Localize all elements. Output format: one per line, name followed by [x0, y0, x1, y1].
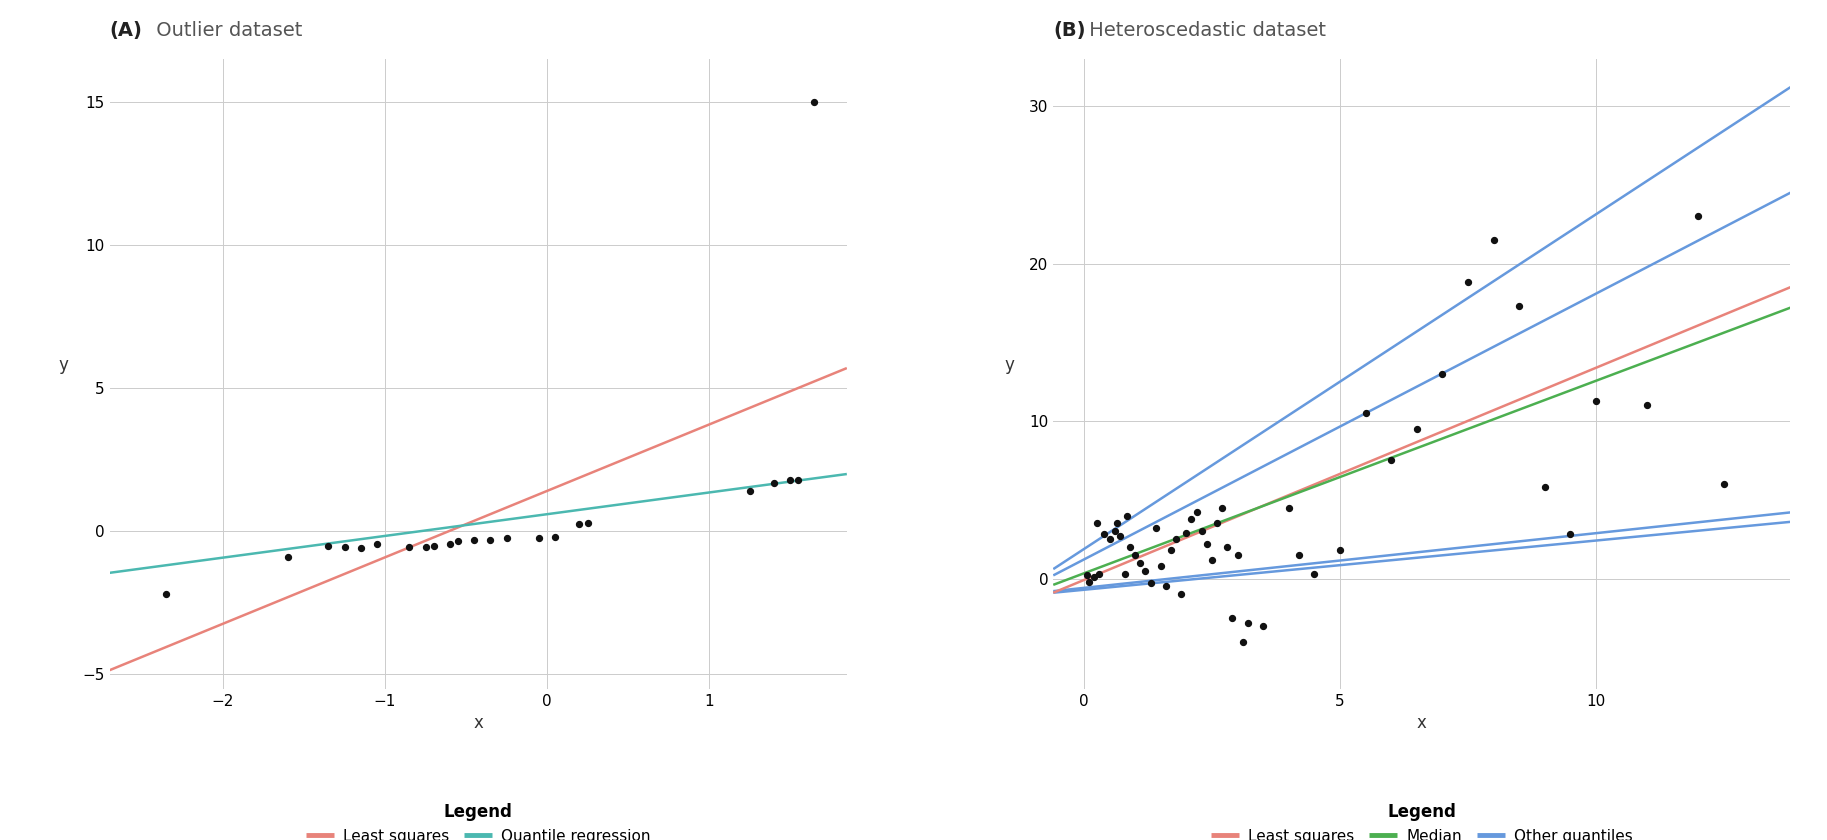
Point	[1125, 556, 1155, 570]
Point	[565, 517, 594, 531]
Y-axis label: y: y	[1005, 356, 1014, 374]
Point	[1131, 564, 1160, 577]
Point	[1213, 540, 1242, 554]
Point	[1557, 528, 1586, 541]
Point	[1151, 580, 1180, 593]
Point	[444, 534, 473, 548]
Point	[1582, 394, 1611, 407]
Point	[1325, 543, 1354, 557]
Point	[1350, 407, 1379, 420]
Point	[734, 485, 764, 498]
Point	[1074, 575, 1104, 588]
Point	[1156, 543, 1186, 557]
Legend: Least squares, Quantile regression: Least squares, Quantile regression	[300, 797, 656, 840]
X-axis label: x: x	[473, 714, 482, 732]
Point	[1094, 533, 1124, 546]
Point	[1116, 540, 1146, 554]
Point	[491, 532, 521, 545]
Point	[524, 532, 554, 545]
Point	[1228, 635, 1257, 648]
Point	[460, 533, 490, 547]
Point	[1182, 506, 1211, 519]
Point	[775, 473, 804, 486]
X-axis label: x: x	[1418, 714, 1427, 732]
Point	[1100, 524, 1129, 538]
Text: Outlier dataset: Outlier dataset	[150, 21, 303, 39]
Point	[1684, 209, 1714, 223]
Point	[1478, 234, 1507, 247]
Text: Heteroscedastic dataset: Heteroscedastic dataset	[1083, 21, 1326, 39]
Point	[760, 476, 789, 490]
Point	[1193, 538, 1222, 551]
Point	[1136, 576, 1166, 590]
Point	[1222, 549, 1251, 562]
Point	[1710, 477, 1739, 491]
Point	[152, 587, 181, 601]
Point	[1082, 517, 1111, 530]
Point	[1273, 501, 1303, 514]
Point	[314, 539, 343, 553]
Point	[541, 530, 570, 543]
Point	[1171, 526, 1200, 539]
Point	[1080, 570, 1109, 584]
Point	[331, 540, 360, 554]
Point	[1104, 517, 1133, 530]
Point	[1197, 553, 1226, 566]
Point	[1188, 524, 1217, 538]
Point	[1202, 517, 1231, 530]
Point	[1529, 480, 1558, 494]
Point	[411, 540, 440, 554]
Point	[345, 542, 375, 555]
Point	[1113, 509, 1142, 522]
Point	[1111, 567, 1140, 580]
Point	[1504, 299, 1533, 312]
Point	[395, 540, 424, 554]
Point	[418, 539, 448, 553]
Point	[1120, 549, 1149, 562]
Point	[784, 473, 813, 486]
Point	[1072, 569, 1102, 582]
Point	[475, 533, 504, 547]
Point	[1146, 559, 1175, 573]
Point	[274, 550, 303, 564]
Point	[1208, 501, 1237, 514]
Point	[1219, 612, 1248, 625]
Point	[1167, 587, 1197, 601]
Point	[800, 95, 829, 108]
Legend: Least squares, Median, Other quantiles: Least squares, Median, Other quantiles	[1206, 797, 1639, 840]
Point	[1401, 423, 1431, 436]
Text: (A): (A)	[110, 21, 143, 39]
Point	[1091, 528, 1120, 541]
Point	[574, 516, 603, 529]
Point	[435, 538, 464, 551]
Point	[1376, 454, 1405, 467]
Point	[1162, 533, 1191, 546]
Point	[1452, 276, 1482, 289]
Point	[1299, 567, 1328, 580]
Point	[1085, 567, 1114, 580]
Y-axis label: y: y	[58, 356, 68, 374]
Point	[362, 538, 391, 551]
Text: (B): (B)	[1052, 21, 1085, 39]
Point	[1633, 398, 1663, 412]
Point	[1427, 367, 1456, 381]
Point	[1105, 529, 1135, 543]
Point	[1142, 522, 1171, 535]
Point	[1284, 549, 1314, 562]
Point	[1177, 512, 1206, 526]
Point	[1233, 616, 1262, 629]
Point	[1248, 619, 1277, 633]
